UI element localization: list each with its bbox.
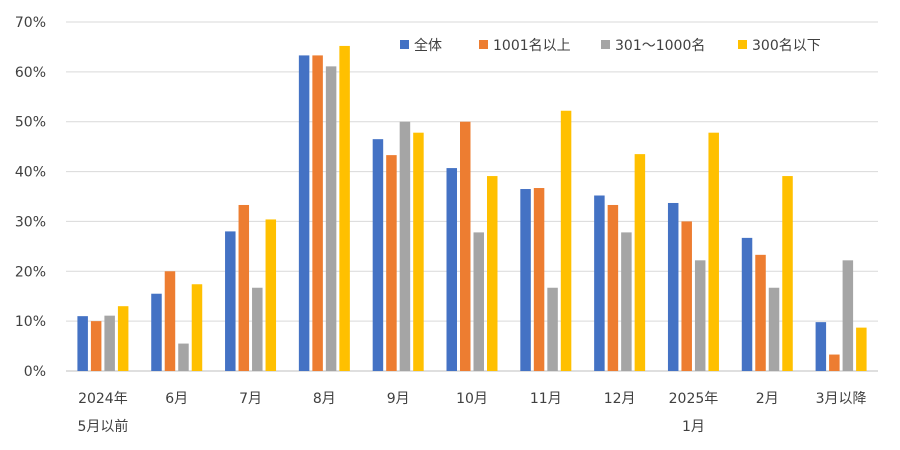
bar-1 <box>372 139 384 371</box>
bar-4 <box>708 132 719 371</box>
x-tick-label: 12月 <box>604 391 636 407</box>
x-tick-label: 3月以降 <box>816 391 867 407</box>
bar-1 <box>741 237 753 371</box>
bar-2 <box>533 188 545 371</box>
bar-1 <box>594 195 605 371</box>
bar-4 <box>782 176 793 371</box>
x-tick-label: 7月 <box>239 391 262 407</box>
bar-3 <box>621 232 632 371</box>
y-tick-label: 50% <box>15 115 46 131</box>
bar-3 <box>768 287 780 371</box>
x-tick-label: 11月 <box>530 391 562 407</box>
legend-label: 301～1000名 <box>615 38 705 54</box>
bar-4 <box>487 176 498 371</box>
bar-3 <box>399 121 411 371</box>
legend-swatch <box>479 40 488 49</box>
x-tick-label: 2月 <box>756 391 779 407</box>
bar-2 <box>681 221 692 371</box>
legend-label: 1001名以上 <box>493 38 571 54</box>
bar-3 <box>104 315 115 371</box>
bar-4 <box>265 219 277 371</box>
bar-4 <box>560 110 572 371</box>
x-tick-label: 2025年 <box>669 391 719 407</box>
y-tick-label: 30% <box>15 214 46 230</box>
bar-1 <box>225 231 236 371</box>
bar-1 <box>446 168 457 371</box>
bar-4 <box>191 284 203 371</box>
bar-4 <box>856 327 867 371</box>
bar-2 <box>90 321 102 371</box>
bar-3 <box>547 287 558 371</box>
x-tick-label: 2024年 <box>78 391 128 407</box>
legend-swatch <box>601 40 610 49</box>
bar-2 <box>460 121 471 371</box>
x-tick-label: 10月 <box>456 391 488 407</box>
x-tick-label: 5月以前 <box>77 418 128 435</box>
bar-3 <box>842 260 854 371</box>
axes: 0% 10% 20% 30% 40% 50% 60% 70% 2024年 5月以前 6月 7月 8月 9月… <box>15 15 867 435</box>
bar-4 <box>634 154 646 371</box>
y-tick-label: 70% <box>15 15 46 31</box>
y-tick-label: 60% <box>15 65 46 81</box>
legend-swatch <box>738 40 747 49</box>
bar-2 <box>607 204 619 371</box>
y-tick-label: 20% <box>15 264 46 280</box>
bar-1 <box>667 202 679 371</box>
bar-1 <box>520 189 531 371</box>
x-tick-label: 9月 <box>387 391 410 407</box>
bar-3 <box>473 232 484 371</box>
bar-2 <box>164 271 176 371</box>
bar-3 <box>325 66 337 371</box>
bar-4 <box>339 45 350 371</box>
bar-2 <box>829 354 840 371</box>
bar-4 <box>413 132 424 371</box>
bars <box>77 45 867 371</box>
y-tick-label: 10% <box>15 314 46 330</box>
x-tick-label: 1月 <box>682 419 705 435</box>
bar-1 <box>77 316 88 371</box>
legend-label: 全体 <box>414 37 442 54</box>
bar-1 <box>298 55 310 371</box>
bar-1 <box>151 293 162 371</box>
bar-2 <box>312 55 323 371</box>
y-tick-label: 40% <box>15 165 46 181</box>
bar-3 <box>252 287 263 371</box>
bar-2 <box>238 204 250 371</box>
y-tick-label: 0% <box>24 364 46 380</box>
bar-4 <box>117 306 129 371</box>
legend-label: 300名以下 <box>752 38 821 54</box>
legend-swatch <box>400 40 409 49</box>
x-tick-label: 8月 <box>313 391 336 407</box>
bar-2 <box>386 155 397 371</box>
bar-3 <box>178 343 189 371</box>
bar-2 <box>755 254 766 371</box>
bar-1 <box>815 322 827 371</box>
x-tick-label: 6月 <box>165 391 188 407</box>
legend: 全体 1001名以上 301～1000名 300名以下 <box>400 37 821 54</box>
bar-3 <box>694 260 706 371</box>
